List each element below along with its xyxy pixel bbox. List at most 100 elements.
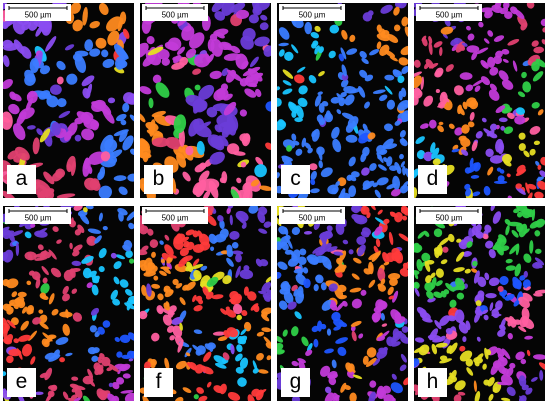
grain xyxy=(533,292,543,297)
grain xyxy=(303,278,311,289)
grain xyxy=(523,150,530,158)
grain xyxy=(26,280,32,286)
grain xyxy=(288,102,298,114)
grain xyxy=(232,250,244,255)
grain xyxy=(519,275,526,281)
grain xyxy=(74,134,82,142)
grain xyxy=(518,143,526,151)
grain xyxy=(360,152,367,163)
grain xyxy=(377,154,382,160)
grain xyxy=(72,385,86,391)
grain xyxy=(231,242,239,249)
panel-label-box xyxy=(144,368,173,397)
grain xyxy=(209,70,222,80)
grain xyxy=(433,247,443,255)
grain xyxy=(439,358,452,364)
grain xyxy=(90,307,100,316)
grain xyxy=(470,174,480,179)
grain xyxy=(140,259,147,269)
grain xyxy=(523,270,529,278)
grain xyxy=(257,211,266,224)
grain xyxy=(265,342,271,349)
grain xyxy=(229,230,240,240)
grain xyxy=(257,369,269,374)
grain xyxy=(541,39,545,45)
grain xyxy=(423,151,434,162)
grain xyxy=(83,118,100,130)
grain xyxy=(521,384,529,391)
grain xyxy=(230,188,240,198)
grain xyxy=(359,69,368,78)
grain xyxy=(199,241,211,251)
grain xyxy=(151,251,156,258)
grain xyxy=(492,360,502,369)
grain xyxy=(7,150,18,160)
grain xyxy=(225,309,237,318)
grain xyxy=(82,375,94,385)
grain xyxy=(481,309,489,315)
grain xyxy=(206,107,218,118)
grain xyxy=(114,44,128,60)
grain xyxy=(433,228,443,238)
grain xyxy=(192,294,197,303)
grain xyxy=(95,37,107,49)
grain xyxy=(513,9,525,20)
grain xyxy=(284,51,294,61)
grain xyxy=(3,252,9,261)
grain xyxy=(515,243,520,256)
grain xyxy=(20,46,32,59)
grain xyxy=(509,243,519,255)
grain xyxy=(400,161,405,168)
grain xyxy=(146,283,152,297)
grain xyxy=(475,131,483,139)
grain xyxy=(485,293,497,299)
grain xyxy=(206,214,217,226)
grain xyxy=(523,253,532,263)
grain xyxy=(501,79,514,90)
grain xyxy=(235,367,244,374)
grain xyxy=(179,56,189,66)
grain xyxy=(194,364,204,374)
grain xyxy=(439,91,448,105)
grain xyxy=(39,321,49,330)
grain xyxy=(215,362,227,369)
grain xyxy=(161,57,170,66)
grain xyxy=(40,283,50,294)
grain xyxy=(466,241,473,248)
grain xyxy=(101,49,109,58)
grain xyxy=(369,380,377,388)
grain xyxy=(181,25,195,41)
grain xyxy=(291,326,299,337)
grain xyxy=(277,97,282,107)
grain xyxy=(328,50,336,59)
grain xyxy=(387,286,394,296)
grain xyxy=(320,282,327,291)
grain xyxy=(446,345,453,354)
grain xyxy=(3,190,16,198)
grain xyxy=(401,110,408,122)
grain xyxy=(66,73,78,85)
grain xyxy=(537,164,542,170)
grain xyxy=(307,254,320,265)
grain xyxy=(211,3,225,13)
grain xyxy=(255,88,262,98)
grain xyxy=(259,22,269,31)
grain xyxy=(98,212,103,222)
grain xyxy=(52,226,59,232)
grain xyxy=(284,227,289,236)
grain xyxy=(147,46,164,56)
grain xyxy=(518,223,528,238)
grain xyxy=(502,58,509,63)
grain xyxy=(169,335,176,341)
grain xyxy=(451,43,460,52)
grain xyxy=(507,333,513,340)
grain xyxy=(162,314,172,326)
grain xyxy=(303,230,313,235)
grain xyxy=(277,343,284,352)
grain xyxy=(351,298,362,309)
grain xyxy=(361,167,370,176)
grain xyxy=(291,395,301,401)
grain xyxy=(438,121,444,126)
grain xyxy=(340,47,347,60)
grain xyxy=(125,250,133,258)
